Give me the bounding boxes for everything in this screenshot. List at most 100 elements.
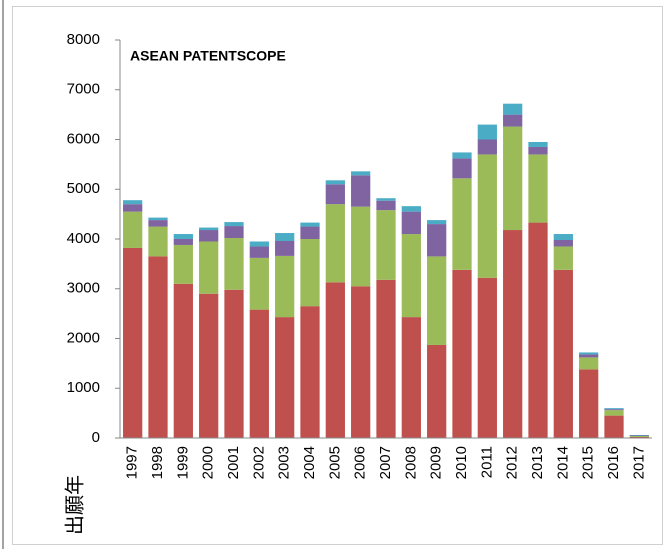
bar-segment bbox=[275, 317, 294, 438]
bar-segment bbox=[402, 234, 421, 317]
bar-segment bbox=[123, 212, 142, 248]
bar-segment bbox=[503, 127, 522, 230]
bar-segment bbox=[554, 234, 573, 240]
chart-title: ASEAN PATENTSCOPE bbox=[130, 48, 286, 64]
bar-segment bbox=[528, 147, 547, 154]
bar-segment bbox=[503, 104, 522, 115]
bar-segment bbox=[326, 184, 345, 204]
bar-segment bbox=[427, 256, 446, 345]
x-tick-label: 1997 bbox=[124, 446, 141, 479]
bar-segment bbox=[427, 220, 446, 224]
bar-segment bbox=[300, 223, 319, 227]
bar-segment bbox=[452, 158, 471, 178]
bar-segment bbox=[528, 223, 547, 438]
bar-segment bbox=[402, 206, 421, 211]
y-tick-label: 1000 bbox=[67, 379, 100, 396]
bar-segment bbox=[579, 357, 598, 369]
bar-segment bbox=[326, 180, 345, 184]
bar-segment bbox=[224, 290, 243, 438]
bar-segment bbox=[123, 204, 142, 211]
bar-segment bbox=[275, 256, 294, 317]
bar-segment bbox=[148, 220, 167, 226]
bar-segment bbox=[376, 198, 395, 200]
x-tick-label: 2009 bbox=[428, 446, 445, 479]
bar-segment bbox=[503, 115, 522, 127]
x-tick-label: 2006 bbox=[352, 446, 369, 479]
x-tick-label: 2002 bbox=[250, 446, 267, 479]
bar-segment bbox=[174, 234, 193, 239]
x-tick-label: 2008 bbox=[402, 446, 419, 479]
bar-segment bbox=[351, 286, 370, 438]
bar-segment bbox=[174, 245, 193, 284]
bar-segment bbox=[452, 178, 471, 270]
bar-segment bbox=[604, 408, 623, 409]
bar-segment bbox=[250, 258, 269, 310]
bar-segment bbox=[199, 241, 218, 293]
x-tick-label: 2000 bbox=[200, 446, 217, 479]
x-tick-label: 2005 bbox=[326, 446, 343, 479]
bar-segment bbox=[250, 310, 269, 438]
y-tick-label: 0 bbox=[92, 429, 100, 446]
bar-segment bbox=[604, 416, 623, 438]
bar-segment bbox=[148, 227, 167, 257]
x-tick-label: 2004 bbox=[301, 446, 318, 479]
bar-segment bbox=[503, 230, 522, 438]
bar-segment bbox=[528, 154, 547, 222]
bar-segment bbox=[478, 125, 497, 140]
x-tick-label: 2010 bbox=[453, 446, 470, 479]
bar-segment bbox=[148, 218, 167, 220]
bar-segment bbox=[604, 410, 623, 415]
bar-segment bbox=[326, 204, 345, 282]
bar-segment bbox=[452, 152, 471, 158]
bar-segment bbox=[174, 239, 193, 245]
bar-segment bbox=[174, 284, 193, 438]
y-tick-label: 5000 bbox=[67, 180, 100, 197]
bar-segment bbox=[123, 200, 142, 204]
bar-segment bbox=[250, 246, 269, 257]
bar-segment bbox=[224, 238, 243, 290]
bar-segment bbox=[351, 207, 370, 287]
bar-segment bbox=[376, 201, 395, 210]
bar-segment bbox=[148, 256, 167, 438]
bar-segment bbox=[199, 228, 218, 230]
y-tick-label: 2000 bbox=[67, 329, 100, 346]
bar-segment bbox=[326, 282, 345, 438]
bar-segment bbox=[300, 239, 319, 306]
bar-segment bbox=[554, 270, 573, 438]
bar-segment bbox=[528, 142, 547, 147]
bar-segment bbox=[604, 409, 623, 410]
bar-segment bbox=[402, 317, 421, 438]
bar-segment bbox=[427, 224, 446, 256]
bar-segment bbox=[478, 154, 497, 277]
y-tick-label: 6000 bbox=[67, 130, 100, 147]
bar-segment bbox=[478, 140, 497, 155]
bar-segment bbox=[224, 222, 243, 226]
bar-segment bbox=[123, 248, 142, 438]
bar-segment bbox=[300, 227, 319, 239]
bar-segment bbox=[224, 226, 243, 238]
x-tick-label: 2017 bbox=[630, 446, 647, 479]
bar-segment bbox=[199, 230, 218, 241]
bar-segment bbox=[554, 246, 573, 269]
bar-segment bbox=[351, 175, 370, 206]
bar-segment bbox=[199, 294, 218, 438]
bar-segment bbox=[250, 241, 269, 246]
x-axis-label: 出願年 bbox=[63, 475, 86, 535]
bar-segment bbox=[376, 210, 395, 280]
x-tick-label: 2007 bbox=[377, 446, 394, 479]
bar-segment bbox=[630, 436, 649, 437]
x-tick-label: 1999 bbox=[174, 446, 191, 479]
y-tick-label: 4000 bbox=[67, 230, 100, 247]
bar-segment bbox=[275, 241, 294, 256]
bar-segment bbox=[427, 345, 446, 438]
bar-segment bbox=[376, 280, 395, 438]
y-tick-label: 8000 bbox=[67, 31, 100, 48]
y-tick-label: 3000 bbox=[67, 280, 100, 297]
y-tick-label: 7000 bbox=[67, 81, 100, 98]
bar-segment bbox=[478, 278, 497, 438]
bar-segment bbox=[402, 212, 421, 234]
bar-segment bbox=[579, 369, 598, 438]
x-tick-label: 2016 bbox=[605, 446, 622, 479]
bar-segment bbox=[579, 354, 598, 357]
